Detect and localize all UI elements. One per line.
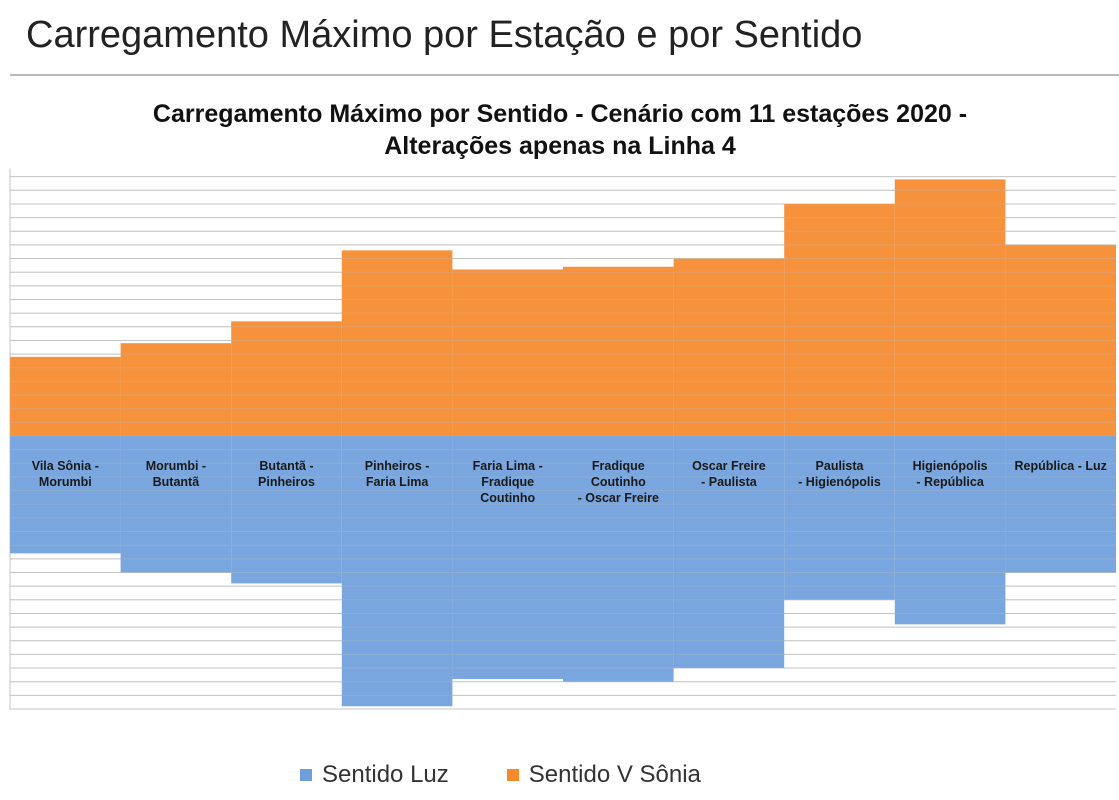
category-label-line: Coutinho [480, 491, 535, 505]
bar-vsonia-4 [452, 269, 563, 436]
bar-luz-7 [784, 436, 895, 600]
category-label-line: - Oscar Freire [578, 491, 659, 505]
category-label-line: Morumbi [39, 475, 92, 489]
category-label-line: - Higienópolis [798, 475, 881, 489]
category-label-line: Paulista [816, 459, 865, 473]
category-label-line: Faria Lima [366, 475, 430, 489]
category-label-line: Oscar Freire [692, 459, 766, 473]
category-label: Faria Lima - Fradique Coutinho [473, 459, 543, 505]
category-label-line: Pinheiros - [365, 459, 430, 473]
bars [9, 168, 1116, 710]
bar-luz-1 [120, 436, 232, 573]
bar-vsonia-2 [231, 321, 342, 436]
category-label: Pinheiros - Faria Lima [365, 459, 430, 489]
category-label-line: - Paulista [701, 475, 758, 489]
bar-luz-9 [1005, 436, 1116, 573]
legend-item-luz: Sentido Luz [300, 761, 449, 789]
category-label: Oscar Freire - Paulista [692, 459, 766, 489]
bar-luz-8 [894, 436, 1006, 625]
legend-swatch-luz [300, 769, 312, 781]
category-label-line: Pinheiros [258, 475, 315, 489]
title-divider [10, 74, 1119, 76]
legend-label-luz: Sentido Luz [322, 761, 449, 788]
category-label-line: Fradique [592, 459, 645, 473]
bar-luz-6 [673, 436, 785, 669]
category-label-line: Faria Lima - [473, 459, 543, 473]
bar-vsonia-7 [784, 203, 895, 436]
category-label-line: Fradique [481, 475, 534, 489]
category-label-line: Vila Sônia - [32, 459, 99, 473]
category-label-line: Higienópolis [913, 459, 988, 473]
legend-item-vsonia: Sentido V Sônia [506, 761, 701, 789]
bar-vsonia-9 [1005, 244, 1116, 436]
category-label: Fradique Coutinho - Oscar Freire [578, 459, 659, 505]
bar-vsonia-8 [894, 179, 1006, 436]
category-label: Higienópolis - República [913, 459, 988, 489]
legend-swatch-vsonia [506, 769, 519, 781]
bar-luz-2 [231, 436, 342, 584]
bar-luz-3 [341, 436, 453, 707]
category-label: República - Luz [1015, 459, 1107, 473]
category-label-line: Butantã - [259, 459, 313, 473]
category-label: Butantã - Pinheiros [258, 459, 315, 489]
bar-vsonia-0 [10, 356, 121, 436]
legend: Sentido Luz Sentido V Sônia [300, 760, 759, 790]
category-label-line: República - Luz [1015, 459, 1107, 473]
bar-luz-4 [452, 436, 563, 679]
category-label-line: Butantã [153, 475, 200, 489]
legend-label-vsonia: Sentido V Sônia [528, 761, 701, 788]
chart-title-line-1: Carregamento Máximo por Sentido - Cenári… [152, 100, 968, 128]
bar-luz-5 [563, 436, 674, 682]
bar-vsonia-3 [341, 250, 453, 436]
category-label-line: - República [916, 475, 984, 489]
category-label-line: Coutinho [591, 475, 646, 489]
category-labels: Vila Sônia - Morumbi Morumbi - Butantã Butan… [32, 459, 1107, 505]
bar-vsonia-1 [120, 343, 232, 436]
bar-vsonia-5 [563, 266, 674, 436]
chart-title: Carregamento Máximo por Sentido - Cenári… [40, 98, 1080, 162]
category-label: Morumbi - Butantã [146, 459, 206, 489]
chart-title-line-2: Alterações apenas na Linha 4 [384, 132, 736, 160]
bar-luz-0 [10, 436, 121, 554]
category-label-line: Morumbi - [146, 459, 206, 473]
grid-overlay [9, 168, 1116, 710]
category-label: Vila Sônia - Morumbi [32, 459, 99, 489]
slide-title: Carregamento Máximo por Estação e por Se… [26, 14, 863, 56]
bar-vsonia-6 [673, 258, 785, 436]
category-label: Paulista - Higienópolis [798, 459, 881, 489]
